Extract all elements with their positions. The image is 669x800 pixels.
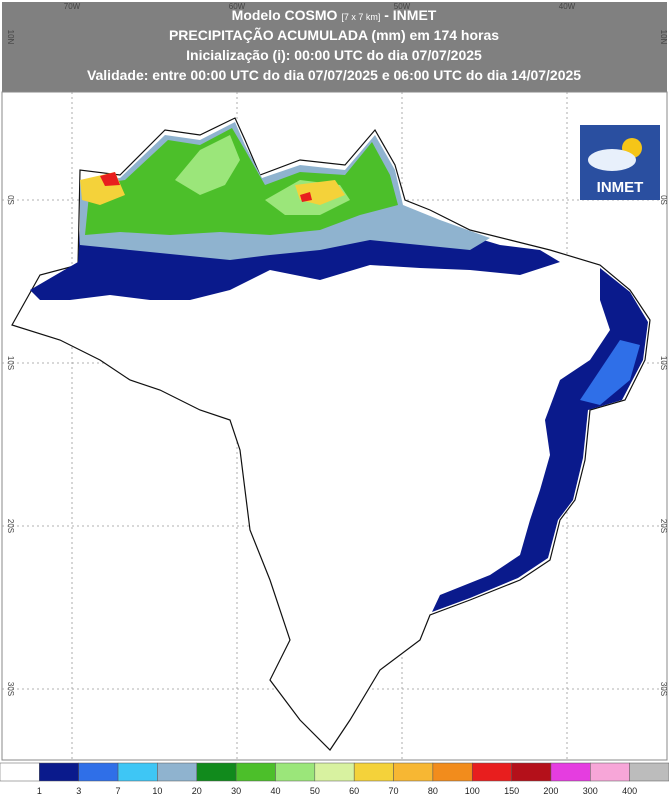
lat-label-left: 10N [6, 30, 15, 45]
color-swatch [314, 762, 355, 782]
colorbar-label: 400 [622, 786, 637, 796]
colorbar-label: 60 [349, 786, 359, 796]
color-swatch [511, 762, 552, 782]
color-swatch [157, 762, 198, 782]
color-swatch [117, 762, 158, 782]
color-swatch [275, 762, 316, 782]
color-swatch [0, 762, 40, 782]
colorbar-label: 300 [583, 786, 598, 796]
colorbar-label: 10 [152, 786, 162, 796]
lon-label: 70W [64, 2, 81, 11]
logo-text: INMET [597, 179, 644, 196]
colorbar-label: 20 [192, 786, 202, 796]
color-swatch [78, 762, 119, 782]
colorbar-label: 100 [465, 786, 480, 796]
lon-label: 60W [229, 2, 246, 11]
agency: - INMET [384, 7, 437, 23]
color-swatch [196, 762, 237, 782]
color-swatch [235, 762, 276, 782]
color-swatch [471, 762, 512, 782]
lat-label-left: 10S [6, 356, 15, 370]
precip-coast [432, 268, 648, 612]
color-swatch [432, 762, 473, 782]
model: Modelo COSMO [232, 7, 338, 23]
header-init: Inicialização (i): 00:00 UTC do dia 07/0… [186, 47, 482, 63]
colorbar-label: 70 [389, 786, 399, 796]
colorbar-label: 7 [116, 786, 121, 796]
lat-label-left: 20S [6, 519, 15, 533]
resolution: [7 x 7 km] [341, 12, 380, 22]
lat-label-right: 0S [659, 195, 668, 205]
header-subtitle: PRECIPITAÇÃO ACUMULADA (mm) em 174 horas [169, 26, 499, 43]
header-band [2, 2, 667, 92]
colorbar-label: 40 [270, 786, 280, 796]
colorbar-label: 200 [543, 786, 558, 796]
colorbar-label: 1 [37, 786, 42, 796]
lat-label-right: 10S [659, 356, 668, 370]
lat-label-left: 30S [6, 682, 15, 696]
colorbar-label: 3 [76, 786, 81, 796]
lat-label-right: 30S [659, 682, 668, 696]
colorbar-label: 50 [310, 786, 320, 796]
map-frame [1, 91, 668, 761]
lat-label-left: 0S [6, 195, 15, 205]
color-swatch [629, 762, 669, 782]
colorbar: 1 3 7 10 20 30 40 50 60 70 80 100 150 200 300 400 [0, 762, 669, 796]
color-swatch [39, 762, 79, 782]
color-swatch [550, 762, 591, 782]
color-swatch [353, 762, 394, 782]
precip-coast-2 [580, 340, 640, 405]
lat-label-right: 20S [659, 519, 668, 533]
lon-label: 50W [394, 2, 411, 11]
logo-cloud [588, 149, 636, 171]
colorbar-label: 80 [428, 786, 438, 796]
colorbar-label: 150 [504, 786, 519, 796]
color-swatch [393, 762, 434, 782]
colorbar-label: 30 [231, 786, 241, 796]
header-title: Modelo COSMO [7 x 7 km] - INMET [232, 7, 437, 23]
color-swatch [590, 762, 630, 782]
lat-label-right: 10N [659, 30, 668, 45]
logo: INMET [580, 125, 660, 200]
lon-label: 40W [559, 2, 576, 11]
header-validity: Validade: entre 00:00 UTC do dia 07/07/2… [87, 67, 581, 83]
